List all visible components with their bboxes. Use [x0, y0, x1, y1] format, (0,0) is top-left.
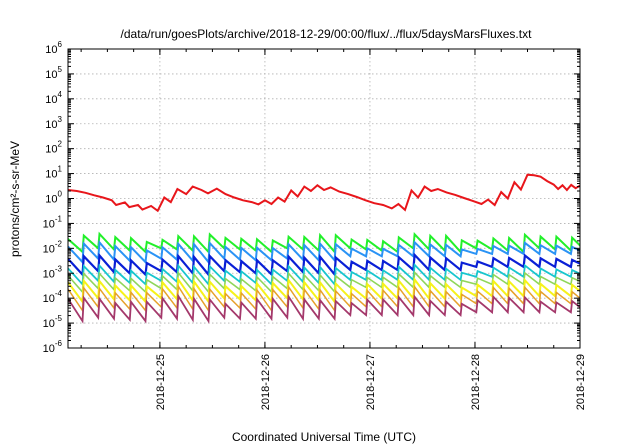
x-tick-label: 2018-12-28	[470, 354, 482, 410]
y-tick-label: 105	[45, 65, 62, 81]
y-tick-label: 100	[45, 190, 62, 206]
y-tick-label: 104	[45, 90, 62, 106]
y-tick-label: 10-1	[43, 214, 63, 230]
y-axis-label: protons/cm²-s-sr-MeV	[8, 141, 22, 257]
y-tick-label: 102	[45, 140, 62, 156]
y-tick-label: 10-6	[43, 339, 63, 355]
y-tick-label: 103	[45, 115, 62, 131]
series-line-9	[68, 293, 580, 324]
series-line-1	[68, 173, 580, 213]
x-axis-label: Coordinated Universal Time (UTC)	[232, 430, 416, 444]
y-axis-ticks: 10-6 10-5 10-4 10-3 10-2 10-1 100 101 102 103 104 1…	[43, 40, 580, 355]
x-tick-label: 2018-12-25	[155, 354, 167, 410]
x-tick-label: 2018-12-27	[365, 354, 377, 410]
x-tick-label: 2018-12-29	[575, 354, 587, 410]
series-group	[68, 173, 580, 324]
y-tick-label: 10-4	[43, 289, 63, 305]
y-tick-label: 10-3	[43, 264, 63, 280]
y-tick-label: 10-5	[43, 314, 63, 330]
y-tick-label: 10-2	[43, 239, 63, 255]
grid	[68, 49, 580, 348]
x-tick-label: 2018-12-26	[260, 354, 272, 410]
x-axis-ticks: 2018-12-25 2018-12-26 2018-12-27 2018-12-28…	[80, 49, 587, 410]
series-line-3	[68, 239, 580, 265]
chart-title: /data/run/goesPlots/archive/2018-12-29/0…	[121, 27, 533, 41]
y-tick-label: 101	[45, 165, 62, 181]
series-line-4	[68, 252, 580, 278]
y-tick-label: 106	[45, 40, 62, 56]
